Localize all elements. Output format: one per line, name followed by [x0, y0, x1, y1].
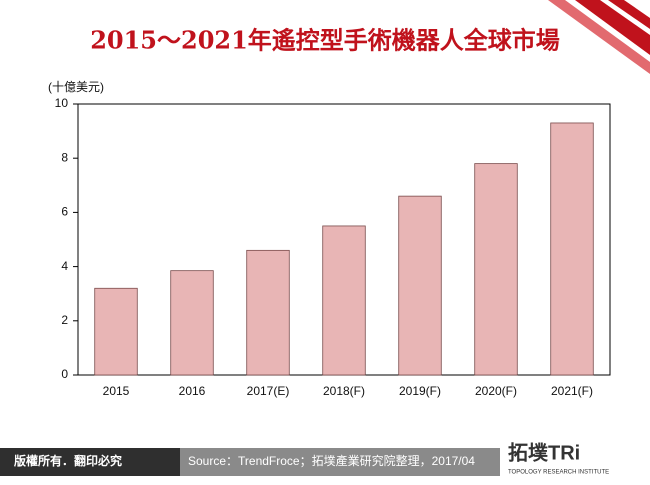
y-tick-label: 8 — [61, 150, 68, 164]
footer: 版權所有．翻印必究 Source：TrendFroce；拓墣產業研究院整理，20… — [0, 441, 609, 476]
x-tick-label: 2015 — [103, 384, 130, 398]
bar — [94, 287, 138, 376]
footer-gray — [180, 448, 500, 476]
bar — [398, 195, 442, 376]
source: Source：TrendFroce；拓墣產業研究院整理，2017/04 — [188, 453, 475, 468]
logo: 拓墣TRi — [508, 441, 580, 464]
copyright: 版權所有．翻印必究 — [14, 453, 122, 468]
bar — [170, 270, 214, 376]
bar — [550, 122, 594, 376]
x-tick-label: 2018(F) — [323, 384, 365, 398]
bar — [246, 249, 290, 376]
y-tick-label: 6 — [61, 205, 68, 219]
y-axis-label: (十億美元) — [48, 80, 104, 94]
bar — [322, 225, 366, 376]
footer-dark — [0, 448, 180, 476]
chart-title: 2015～2021年遙控型手術機器人全球市場 — [90, 26, 560, 55]
bar — [474, 163, 518, 376]
y-tick-label: 0 — [61, 367, 68, 381]
corner-stripes — [548, 0, 650, 74]
x-tick-label: 2020(F) — [475, 384, 517, 398]
y-tick-label: 2 — [61, 313, 68, 327]
x-tick-label: 2021(F) — [551, 384, 593, 398]
x-tick-label: 2017(E) — [247, 384, 290, 398]
y-tick-label: 4 — [61, 259, 68, 273]
logo-subtitle: TOPOLOGY RESEARCH INSTITUTE — [508, 470, 609, 476]
x-tick-label: 2016 — [179, 384, 206, 398]
x-tick-label: 2019(F) — [399, 384, 441, 398]
y-tick-label: 10 — [55, 96, 69, 110]
